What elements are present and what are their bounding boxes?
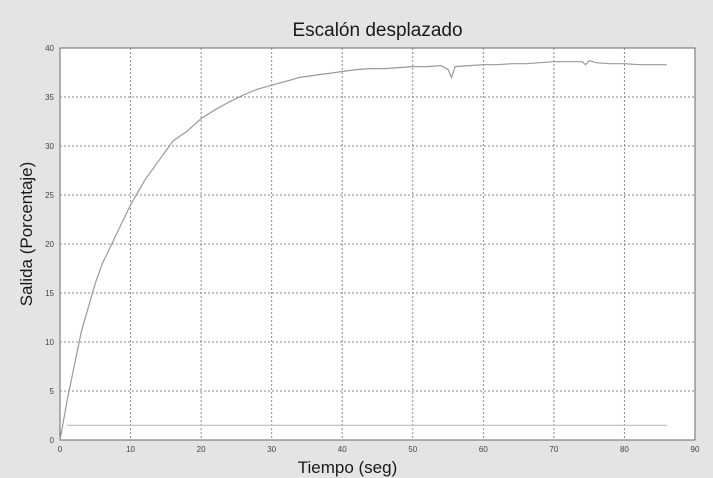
y-tick-label: 20 <box>45 240 54 249</box>
y-tick-label: 30 <box>45 142 54 151</box>
x-tick-labels: 0 10 20 30 40 50 60 70 80 90 <box>58 445 700 454</box>
x-tick-label: 40 <box>338 445 347 454</box>
y-tick-label: 25 <box>45 191 54 200</box>
y-tick-label: 0 <box>50 436 55 445</box>
y-tick-label: 35 <box>45 93 54 102</box>
x-axis-label: Tiempo (seg) <box>298 458 398 477</box>
x-tick-label: 70 <box>549 445 558 454</box>
y-tick-label: 5 <box>50 387 55 396</box>
y-axis-label: Salida (Porcentaje) <box>17 162 36 307</box>
y-tick-label: 40 <box>45 44 54 53</box>
x-tick-label: 80 <box>620 445 629 454</box>
series-layer <box>59 60 667 441</box>
x-tick-label: 50 <box>408 445 417 454</box>
x-tick-label: 90 <box>691 445 700 454</box>
y-tick-label: 15 <box>45 289 54 298</box>
x-tick-label: 0 <box>58 445 63 454</box>
x-tick-label: 10 <box>126 445 135 454</box>
x-tick-label: 20 <box>197 445 206 454</box>
y-tick-labels: 0 5 10 15 20 25 30 35 40 <box>45 44 54 445</box>
x-tick-label: 30 <box>267 445 276 454</box>
chart-title: Escalón desplazado <box>292 20 462 41</box>
response-curve <box>59 60 667 441</box>
grid-lines <box>60 48 695 440</box>
y-tick-label: 10 <box>45 338 54 347</box>
x-tick-label: 60 <box>479 445 488 454</box>
